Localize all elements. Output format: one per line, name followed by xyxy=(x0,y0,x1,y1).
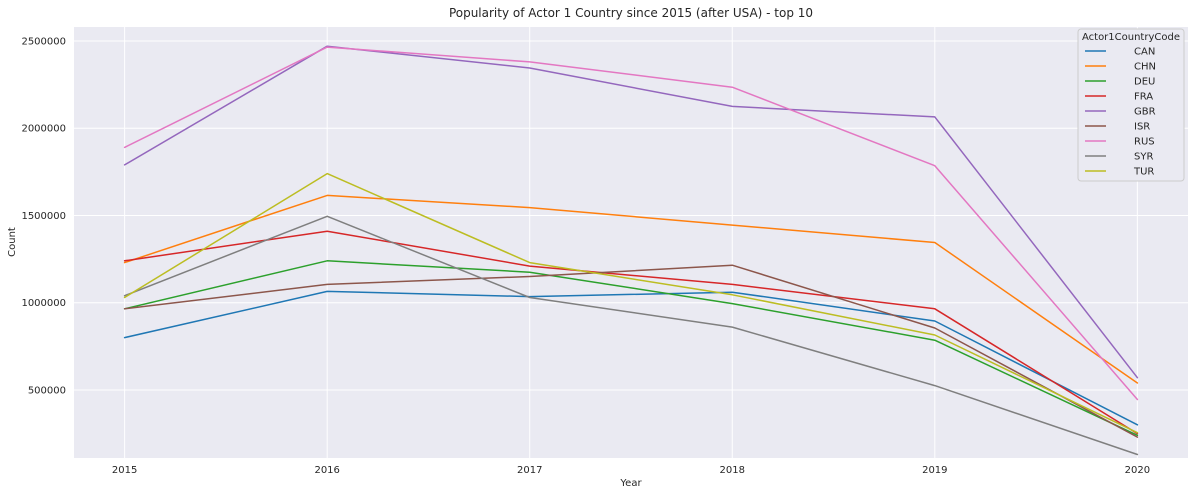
x-tick-label: 2017 xyxy=(517,465,542,476)
y-tick-label: 1000000 xyxy=(21,298,66,309)
legend-label: ISR xyxy=(1134,122,1150,133)
legend-item-rus: RUS xyxy=(1085,137,1155,148)
x-tick-label: 2020 xyxy=(1125,465,1150,476)
x-tick-label: 2016 xyxy=(314,465,339,476)
legend-label: SYR xyxy=(1134,152,1153,163)
legend-label: TUR xyxy=(1133,167,1154,178)
legend-label: DEU xyxy=(1134,77,1155,88)
x-tick-label: 2019 xyxy=(922,465,947,476)
chart-title: Popularity of Actor 1 Country since 2015… xyxy=(449,6,813,20)
x-tick-label: 2015 xyxy=(112,465,137,476)
series-line-rus xyxy=(123,46,1139,401)
legend-item-fra: FRA xyxy=(1085,92,1153,103)
series-line-fra xyxy=(123,230,1139,435)
y-tick-label: 2000000 xyxy=(21,124,66,135)
legend-title: Actor1CountryCode xyxy=(1082,32,1180,43)
series-line-isr xyxy=(123,264,1139,438)
y-axis-ticks: 500000 1000000 1500000 2000000 2500000 xyxy=(21,36,66,396)
series-line-syr xyxy=(123,215,1139,456)
x-tick-label: 2018 xyxy=(720,465,745,476)
legend-label: CHN xyxy=(1134,62,1156,73)
legend-item-isr: ISR xyxy=(1085,122,1150,133)
y-tick-label: 2500000 xyxy=(21,36,66,47)
legend-item-tur: TUR xyxy=(1085,167,1154,178)
y-axis-label: Count xyxy=(7,227,18,257)
legend-label: CAN xyxy=(1134,47,1155,58)
legend-label: FRA xyxy=(1134,92,1153,103)
legend-label: RUS xyxy=(1134,137,1155,148)
legend-box xyxy=(1077,28,1185,182)
plot-area xyxy=(74,27,1188,458)
series-line-deu xyxy=(123,260,1139,437)
legend-items: CAN CHN DEU FRA GBR ISR RUS SYR TUR xyxy=(1085,47,1156,178)
series-line-tur xyxy=(123,172,1139,434)
series-lines xyxy=(123,45,1139,456)
series-line-gbr xyxy=(123,45,1139,379)
legend-item-deu: DEU xyxy=(1085,77,1155,88)
y-tick-label: 1500000 xyxy=(21,211,66,222)
series-line-can xyxy=(123,290,1139,426)
legend: Actor1CountryCode CAN CHN DEU FRA GBR ISR RUS S… xyxy=(1077,28,1185,182)
legend-label: GBR xyxy=(1134,107,1156,118)
x-axis-ticks: 2015 2016 2017 2018 2019 2020 xyxy=(112,465,1150,476)
legend-item-chn: CHN xyxy=(1085,62,1156,73)
legend-item-syr: SYR xyxy=(1085,152,1153,163)
legend-item-gbr: GBR xyxy=(1085,107,1156,118)
x-axis-label: Year xyxy=(619,478,642,489)
legend-item-can: CAN xyxy=(1085,47,1155,58)
y-tick-label: 500000 xyxy=(28,385,66,396)
series-line-chn xyxy=(123,194,1139,384)
